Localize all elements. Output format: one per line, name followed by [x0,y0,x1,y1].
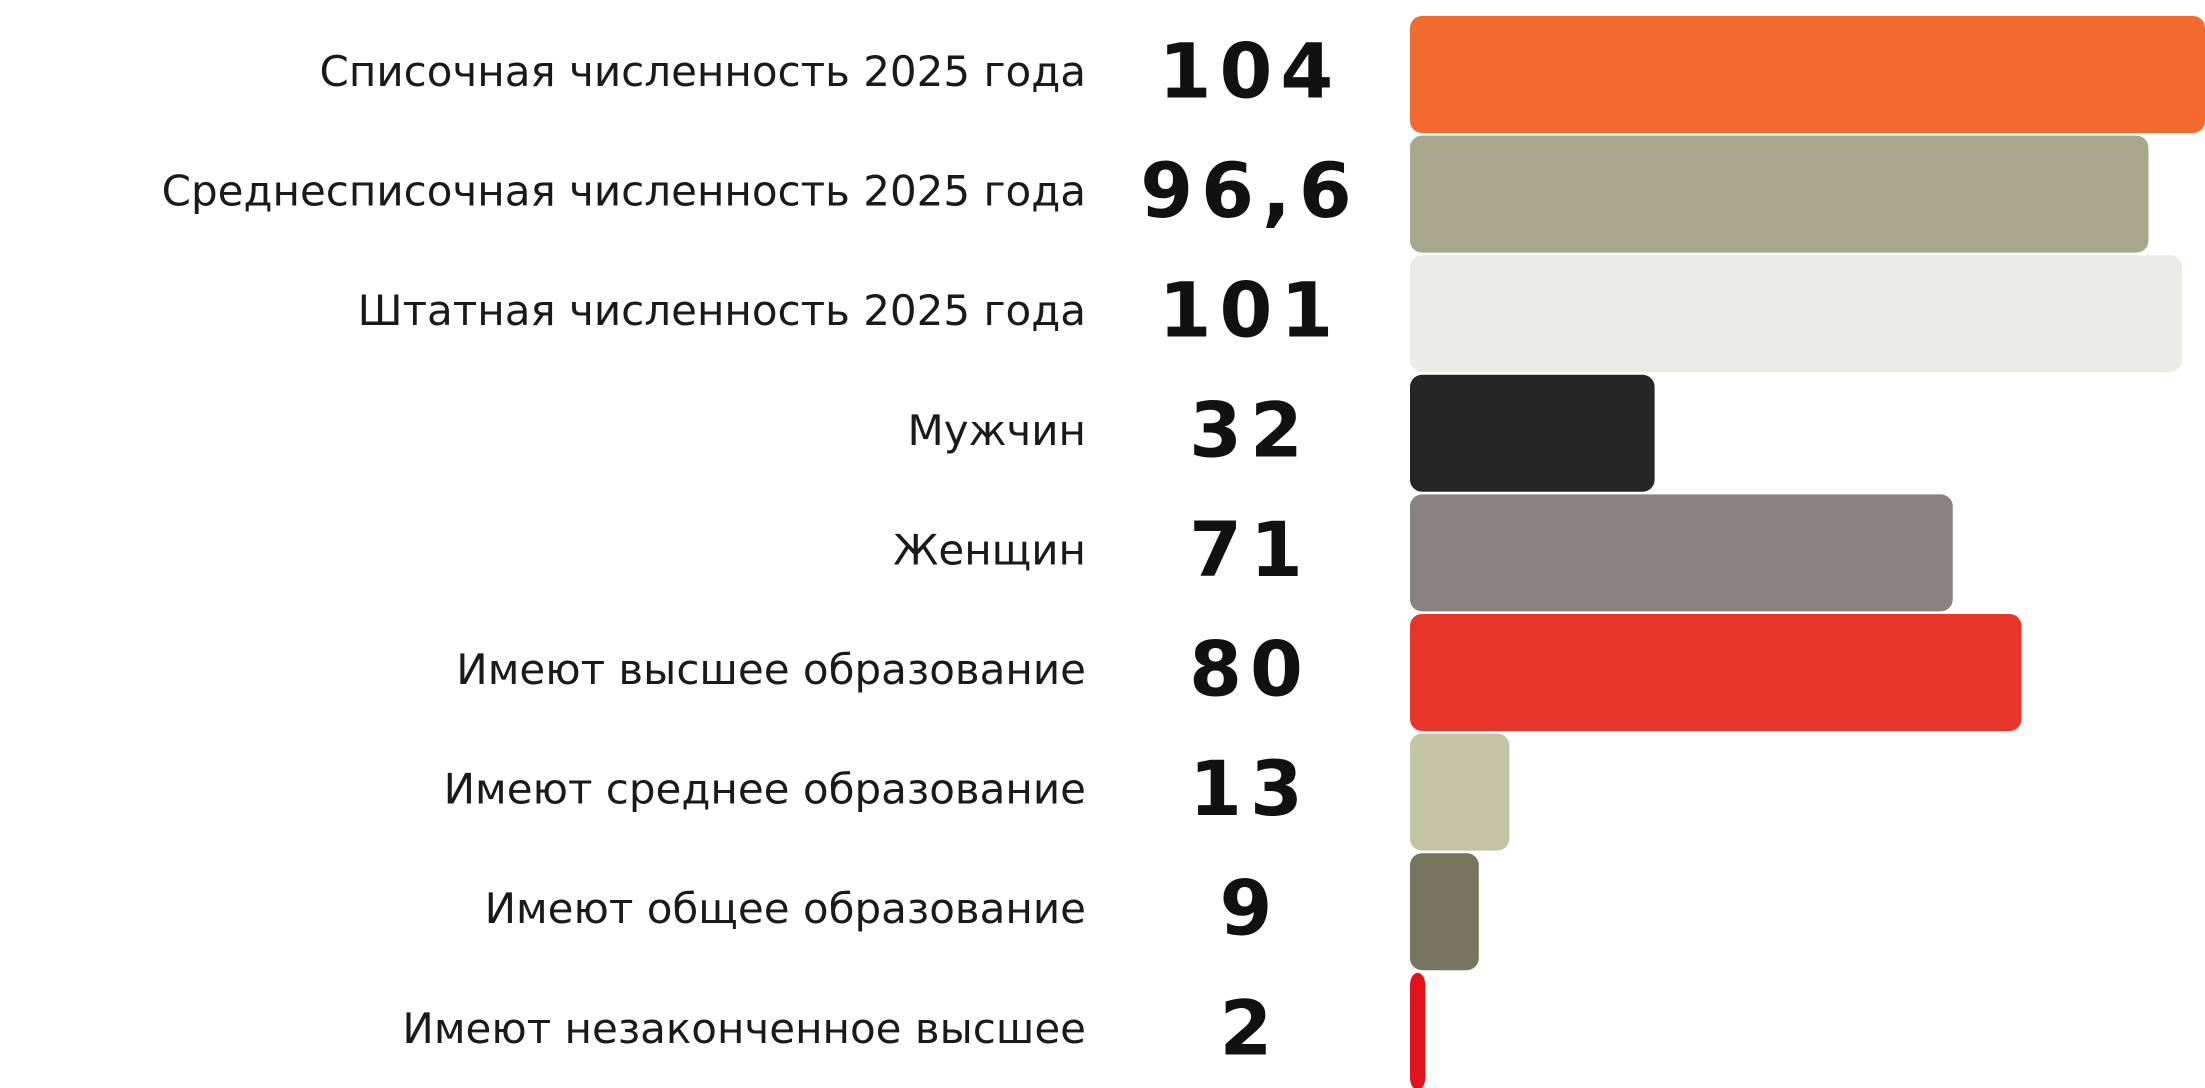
bar [1410,16,2205,133]
bar [1410,135,2149,253]
value-label: 2 [1220,983,1281,1072]
bar [1410,494,1953,612]
category-label: Среднесписочная численность 2025 года [162,167,1086,216]
category-label: Списочная численность 2025 года [320,47,1086,96]
value-label: 104 [1159,26,1342,115]
category-label: Имеют высшее образование [456,645,1086,694]
bar [1410,255,2183,373]
category-label: Мужчин [908,406,1087,455]
bar [1410,972,1426,1088]
bar [1410,374,1655,492]
value-label: 80 [1189,624,1311,713]
category-label: Имеют общее образование [485,884,1086,933]
category-label: Имеют среднее образование [444,765,1086,814]
bar [1410,733,1510,851]
value-label: 71 [1189,505,1311,594]
value-label: 32 [1189,385,1311,474]
category-label: Штатная численность 2025 года [358,286,1086,335]
category-label: Имеют незаконченное высшее [402,1004,1086,1053]
value-label: 13 [1189,744,1311,833]
bar [1410,853,1479,971]
value-label: 101 [1159,266,1342,355]
category-label: Женщин [893,525,1086,574]
value-label: 96,6 [1140,146,1360,235]
value-label: 9 [1220,864,1281,953]
bar [1410,614,2022,731]
